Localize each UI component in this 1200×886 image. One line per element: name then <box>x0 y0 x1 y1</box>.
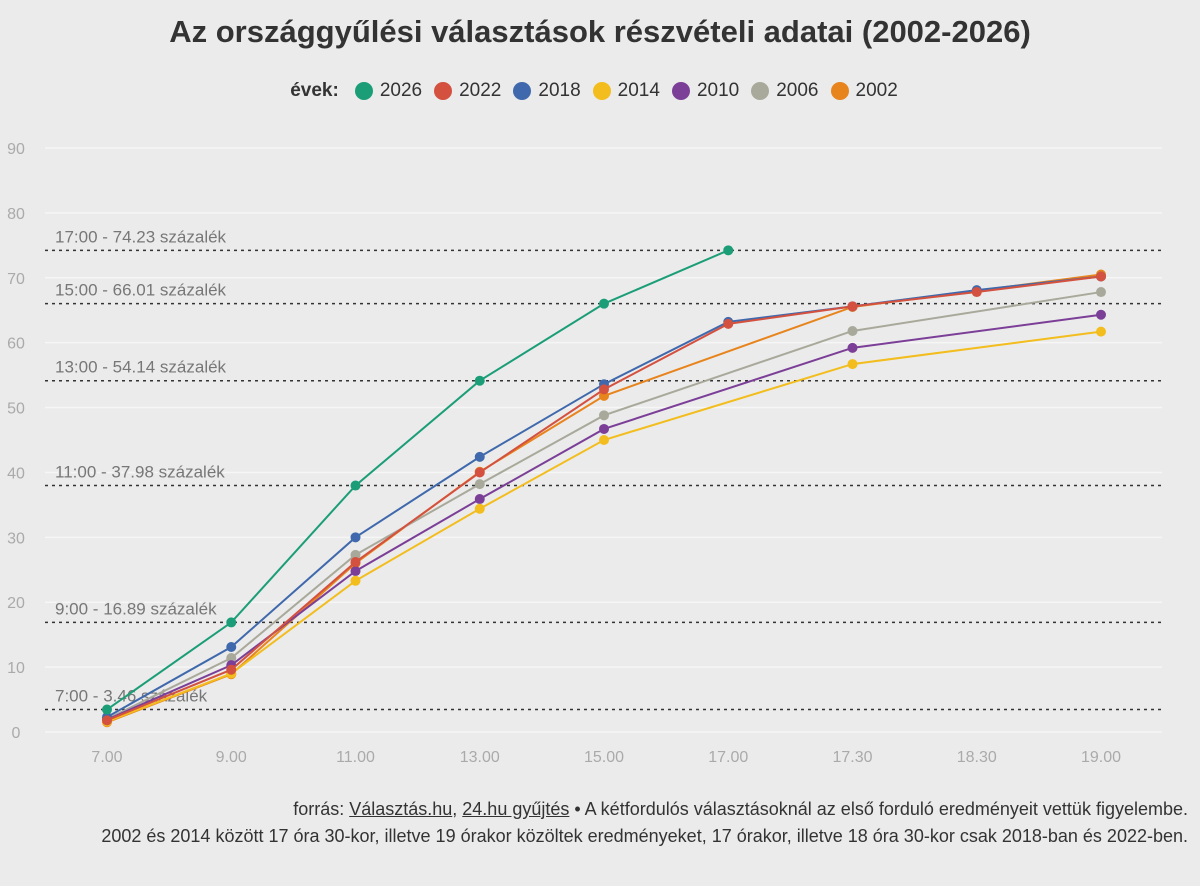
data-point-2026 <box>599 298 609 309</box>
legend-label: 2006 <box>776 80 819 101</box>
data-point-2010 <box>599 423 609 434</box>
data-point-2022 <box>102 715 112 726</box>
data-point-2014 <box>474 503 485 514</box>
data-point-2006 <box>350 549 361 560</box>
legend-swatch <box>671 82 690 100</box>
legend-label: 2018 <box>538 80 581 101</box>
reference-line-label: 13:00 - 54.14 százalék <box>55 358 227 377</box>
data-point-2022 <box>350 556 361 567</box>
legend-item-2026[interactable]: 2026 <box>354 80 423 102</box>
legend-swatch <box>751 82 770 100</box>
y-tick-label: 10 <box>7 660 25 677</box>
source-note-line1: • A kétfordulós választásoknál az első f… <box>569 799 1188 819</box>
source-sep: , <box>452 799 463 819</box>
series-line-2026 <box>106 249 729 711</box>
reference-line-label: 17:00 - 74.23 százalék <box>55 227 227 246</box>
x-tick-label: 11.00 <box>336 749 375 766</box>
data-point-2022 <box>723 318 734 329</box>
data-point-2026 <box>350 480 361 491</box>
x-tick-label: 19.00 <box>1081 749 1121 766</box>
y-tick-label: 90 <box>7 141 25 158</box>
data-point-2010 <box>474 494 485 505</box>
data-point-2014 <box>599 435 609 445</box>
y-tick-label: 50 <box>7 401 25 418</box>
y-tick-label: 80 <box>7 206 25 223</box>
source-note: forrás: Választás.hu, 24.hu gyűjtés • A … <box>8 796 1188 850</box>
legend-item-2018[interactable]: 2018 <box>513 80 581 102</box>
plot-area: 0 10 20 30 40 50 60 70 80 90 7.00 9.00 11.00 13.00 15.… <box>7 141 1162 766</box>
data-point-2010 <box>1096 309 1106 320</box>
data-point-2006 <box>474 479 485 490</box>
data-point-2010 <box>350 566 361 577</box>
data-point-2018 <box>350 532 361 543</box>
y-tick-label: 40 <box>7 465 25 482</box>
legend-item-2022[interactable]: 2022 <box>434 80 501 102</box>
y-tick-label: 70 <box>7 271 25 288</box>
data-point-2006 <box>226 653 237 664</box>
reference-line-label: 11:00 - 37.98 százalék <box>55 463 225 482</box>
data-point-2018 <box>474 451 485 462</box>
data-point-2022 <box>474 467 485 478</box>
series-line-2010 <box>106 313 1102 721</box>
data-point-2022 <box>1096 271 1106 282</box>
legend-item-2006[interactable]: 2006 <box>751 80 819 102</box>
x-tick-label: 7.00 <box>91 749 122 766</box>
data-point-2022 <box>226 664 237 675</box>
x-tick-label: 17.30 <box>832 749 872 766</box>
data-point-2006 <box>599 410 609 421</box>
legend-title: évek: <box>290 80 339 101</box>
x-tick-label: 15.00 <box>584 749 624 766</box>
data-point-2006 <box>1096 287 1106 298</box>
x-tick-label: 18.30 <box>957 749 997 766</box>
legend-swatch <box>354 82 373 100</box>
y-tick-label: 60 <box>7 336 25 353</box>
source-note-line2: 2002 és 2014 között 17 óra 30-kor, illet… <box>101 826 1188 846</box>
x-tick-label: 17.00 <box>708 749 748 766</box>
legend-item-2010[interactable]: 2010 <box>671 80 740 102</box>
data-point-2022 <box>847 301 858 312</box>
source-link-valasztas[interactable]: Választás.hu <box>349 799 453 819</box>
data-point-2026 <box>474 375 485 386</box>
data-point-2014 <box>847 359 858 370</box>
data-point-2022 <box>599 384 609 395</box>
legend-label: 2002 <box>855 80 898 101</box>
legend-swatch <box>592 82 611 100</box>
chart-title: Az országgyűlési választások részvételi … <box>169 14 1031 49</box>
legend-label: 2014 <box>617 80 660 101</box>
y-tick-label: 0 <box>12 725 21 742</box>
x-tick-label: 13.00 <box>460 749 500 766</box>
legend: évek: 2026 2022 2018 2014 2010 2006 2002 <box>0 80 1200 102</box>
legend-swatch <box>830 82 849 100</box>
data-point-2014 <box>1096 326 1106 337</box>
data-point-2022 <box>971 287 982 298</box>
reference-line-label: 15:00 - 66.01 százalék <box>55 281 227 300</box>
data-point-2026 <box>226 617 237 628</box>
legend-swatch <box>513 82 532 100</box>
legend-swatch <box>434 82 453 100</box>
legend-label: 2026 <box>379 80 423 101</box>
x-tick-label: 9.00 <box>216 749 247 766</box>
legend-item-2002[interactable]: 2002 <box>830 80 898 102</box>
y-tick-label: 20 <box>7 595 25 612</box>
legend-label: 2010 <box>696 80 740 101</box>
legend-label: 2022 <box>459 80 502 101</box>
source-prefix: forrás: <box>293 799 350 819</box>
data-point-2010 <box>847 342 858 353</box>
data-point-2018 <box>226 641 237 652</box>
data-point-2026 <box>102 704 112 715</box>
data-point-2006 <box>847 325 858 336</box>
legend-item-2014[interactable]: 2014 <box>592 80 660 102</box>
source-link-24hu[interactable]: 24.hu gyűjtés <box>462 799 570 819</box>
reference-line-label: 9:00 - 16.89 százalék <box>55 599 217 618</box>
data-point-2026 <box>723 245 734 256</box>
y-tick-label: 30 <box>7 530 25 547</box>
data-point-2014 <box>350 575 361 586</box>
